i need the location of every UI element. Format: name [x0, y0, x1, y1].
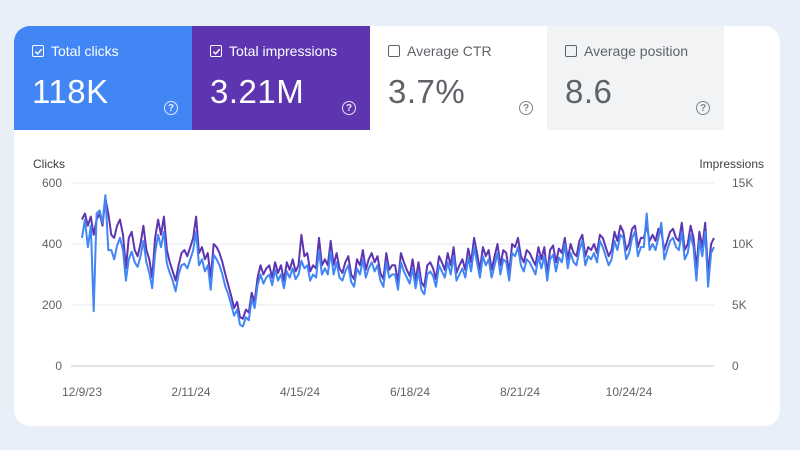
x-tick-label: 4/15/24 — [280, 385, 320, 399]
metric-label: Average CTR — [407, 43, 492, 59]
left-axis-label: Clicks — [33, 157, 65, 171]
x-axis-ticks: 12/9/23 2/11/24 4/15/24 6/18/24 8/21/24 10/24… — [62, 385, 653, 399]
checkbox-checked-icon[interactable] — [210, 45, 222, 57]
checkbox-unchecked-icon[interactable] — [565, 45, 577, 57]
help-circle-icon[interactable]: ? — [342, 101, 356, 115]
metric-tabs: Total clicks 118K ? Total impressions 3.… — [14, 26, 724, 130]
right-axis-label: Impressions — [699, 157, 764, 171]
left-tick-label: 0 — [55, 359, 62, 373]
x-tick-label: 6/18/24 — [390, 385, 430, 399]
metric-average-ctr[interactable]: Average CTR 3.7% ? — [370, 26, 547, 130]
x-tick-label: 12/9/23 — [62, 385, 102, 399]
checkbox-checked-icon[interactable] — [32, 45, 44, 57]
help-circle-icon[interactable]: ? — [519, 101, 533, 115]
series-line-clicks — [81, 194, 715, 328]
x-tick-label: 10/24/24 — [606, 385, 653, 399]
checkbox-unchecked-icon[interactable] — [388, 45, 400, 57]
right-tick-label: 5K — [732, 298, 747, 312]
metric-value: 3.21M — [210, 73, 305, 110]
series-line-impressions — [81, 197, 715, 320]
chart-grid — [71, 182, 714, 367]
help-circle-icon[interactable]: ? — [164, 101, 178, 115]
right-tick-label: 15K — [732, 176, 753, 190]
help-circle-icon[interactable]: ? — [696, 101, 710, 115]
left-tick-label: 400 — [42, 237, 62, 251]
metric-value: 3.7% — [388, 73, 466, 110]
metric-label: Total clicks — [51, 43, 119, 59]
right-tick-label: 0 — [732, 359, 739, 373]
right-tick-label: 10K — [732, 237, 753, 251]
chart-lines — [81, 194, 715, 328]
x-tick-label: 2/11/24 — [171, 385, 210, 399]
right-axis-ticks: 0 5K 10K 15K — [732, 176, 753, 373]
metric-value: 118K — [32, 73, 109, 110]
metric-total-clicks[interactable]: Total clicks 118K ? — [14, 26, 192, 130]
metric-total-impressions[interactable]: Total impressions 3.21M ? — [192, 26, 370, 130]
left-tick-label: 200 — [42, 298, 62, 312]
metric-value: 8.6 — [565, 73, 613, 110]
x-tick-label: 8/21/24 — [500, 385, 540, 399]
left-tick-label: 600 — [42, 176, 62, 190]
metric-label: Total impressions — [229, 43, 338, 59]
performance-chart: 0 200 400 600 0 5K 10K 15K 12/9/23 2/11/24 4/15/… — [33, 157, 764, 399]
metric-average-position[interactable]: Average position 8.6 ? — [547, 26, 724, 130]
performance-card: Total clicks 118K ? Total impressions 3.… — [14, 26, 780, 426]
metric-label: Average position — [584, 43, 689, 59]
left-axis-ticks: 0 200 400 600 — [42, 176, 62, 373]
